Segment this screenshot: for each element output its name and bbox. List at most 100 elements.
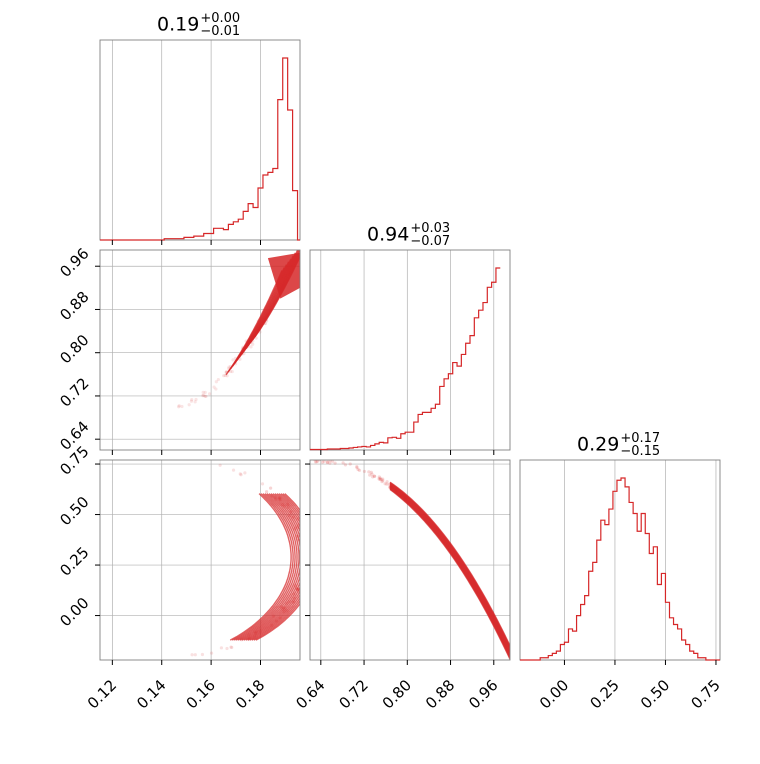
hist-1-step-line [310, 267, 501, 451]
scatter-2-1-density [310, 460, 510, 660]
title-hist-2-upper: +0.17 [620, 431, 661, 446]
scatter-2-1-sample-point [325, 460, 329, 464]
scatter-2-1-sample-point [356, 467, 360, 472]
scatter-2-1-contour-line [389, 484, 510, 652]
scatter-2-0-sample-point [302, 582, 305, 585]
scatter-2-1-xtick-label-1: 0.72 [336, 676, 372, 712]
scatter-1-0-sample-point [204, 394, 208, 398]
scatter-2-1-sample-point [378, 477, 382, 482]
scatter-1-0-sample-point [214, 387, 218, 391]
scatter-2-0-sample-point [302, 566, 305, 569]
scatter-2-0-sample-point [200, 652, 205, 657]
scatter-1-0-sample-point [231, 358, 235, 362]
scatter-2-0-sample-point [305, 576, 308, 579]
scatter-2-1-sample-point [371, 475, 375, 479]
scatter-2-0-contour-line [239, 493, 300, 641]
scatter-2-0-sample-point [300, 552, 303, 555]
scatter-2-1-xtick-label-4: 0.96 [465, 676, 501, 712]
scatter-2-0-sample-point [190, 653, 194, 657]
title-hist-1-upper: +0.03 [410, 221, 451, 236]
scatter-2-1-sample-point [373, 474, 377, 478]
scatter-2-1-sample-point [379, 477, 383, 481]
scatter-1-0-ytick-label-2: 0.80 [56, 331, 92, 367]
scatter-1-0-sample-point [212, 385, 216, 389]
scatter-2-1-sample-point [355, 465, 359, 469]
scatter-1-0-sample-point [203, 390, 207, 395]
title-hist-1: 0.94 +0.03 −0.07 [367, 222, 450, 248]
scatter-2-1-sample-point [362, 469, 367, 474]
scatter-2-1-sample-point [385, 482, 389, 486]
scatter-1-0-sample-point [190, 398, 194, 402]
scatter-1-0-ytick-label-3: 0.88 [56, 288, 92, 324]
scatter-2-0-contour-line [237, 493, 300, 641]
scatter-2-1-sample-point [343, 463, 348, 467]
scatter-2-1-xtick-label-0: 0.64 [292, 676, 328, 712]
scatter-1-0-sample-point [216, 377, 220, 382]
scatter-2-0-sample-point [303, 555, 306, 558]
scatter-2-1-sample-point [381, 477, 385, 481]
scatter-2-0-xtick-label-1: 0.14 [133, 676, 169, 712]
scatter-2-0-ytick-label-2: 0.50 [56, 493, 92, 529]
scatter-1-0-frame [99, 249, 301, 451]
scatter-1-0-sample-point [251, 342, 255, 346]
scatter-1-0-sample-point [177, 405, 181, 409]
scatter-1-0-core-region [267, 252, 300, 299]
title-hist-1-value: 0.94 [367, 223, 410, 246]
scatter-2-0-sample-point [218, 463, 222, 467]
scatter-2-1-contour-line [389, 485, 510, 654]
scatter-2-0-sample-point [260, 482, 265, 486]
scatter-2-0-sample-point [229, 645, 233, 649]
scatter-2-0-sample-point [269, 486, 273, 490]
scatter-2-1-sample-point [320, 460, 325, 464]
scatter-2-0-sample-point [219, 646, 224, 650]
title-hist-0-lower: −0.01 [200, 24, 241, 39]
title-hist-2-lower: −0.15 [620, 444, 661, 459]
scatter-1-0-sample-point [201, 390, 205, 394]
scatter-2-0-contour-line [255, 493, 300, 641]
scatter-2-1-sample-point [330, 460, 335, 463]
title-hist-0: 0.19 +0.00 −0.01 [157, 12, 240, 38]
scatter-2-0-xtick-label-3: 0.18 [232, 676, 268, 712]
scatter-1-0-density [177, 250, 300, 409]
scatter-2-1-contour-line [389, 485, 510, 653]
scatter-2-0-contour-line [231, 493, 294, 641]
scatter-2-1-sample-point [368, 473, 372, 477]
scatter-2-0-sample-point [304, 569, 307, 572]
scatter-2-1-sample-point [357, 468, 362, 472]
scatter-2-0-sample-point [306, 543, 309, 546]
scatter-2-0-sample-point [193, 653, 197, 657]
scatter-1-0-sample-point [214, 380, 218, 384]
scatter-2-0-ytick-label-1: 0.25 [56, 543, 92, 579]
scatter-2-0-sample-point [302, 543, 305, 546]
scatter-2-1-sample-point [313, 460, 318, 464]
scatter-2-1-sample-point [355, 466, 359, 470]
scatter-1-0-sample-point [249, 345, 253, 349]
scatter-2-1-contour-line [389, 488, 510, 660]
scatter-2-0-sample-point [209, 651, 214, 655]
scatter-1-0-ytick-label-1: 0.72 [56, 374, 92, 410]
scatter-2-0-sample-point [243, 471, 247, 475]
scatter-2-0-sample-point [231, 468, 236, 472]
scatter-2-1-sample-point [380, 480, 384, 484]
scatter-2-0-sample-point [265, 490, 269, 494]
hist-1-frame [309, 249, 511, 451]
scatter-2-1-sample-point [370, 472, 374, 476]
scatter-2-1-sample-point [328, 461, 332, 465]
scatter-1-0-sample-point [194, 397, 198, 402]
scatter-2-0-contour-line [235, 493, 298, 641]
scatter-2-1-sample-point [328, 460, 332, 463]
hist-2-xtick-label-0: 0.00 [536, 676, 572, 712]
scatter-2-1-contour-line [389, 487, 510, 657]
scatter-2-1-frame [309, 459, 511, 661]
title-hist-2-value: 0.29 [577, 433, 620, 456]
scatter-1-0-sample-point [230, 369, 234, 374]
scatter-1-0-sample-point [193, 400, 197, 404]
scatter-1-0-sample-point [187, 403, 191, 407]
scatter-2-0-sample-point [304, 555, 307, 558]
scatter-2-1-sample-point [383, 482, 387, 486]
scatter-2-1-sample-point [381, 479, 385, 483]
hist-2-xtick-label-3: 0.75 [687, 676, 723, 712]
scatter-2-0-sample-point [238, 472, 242, 476]
